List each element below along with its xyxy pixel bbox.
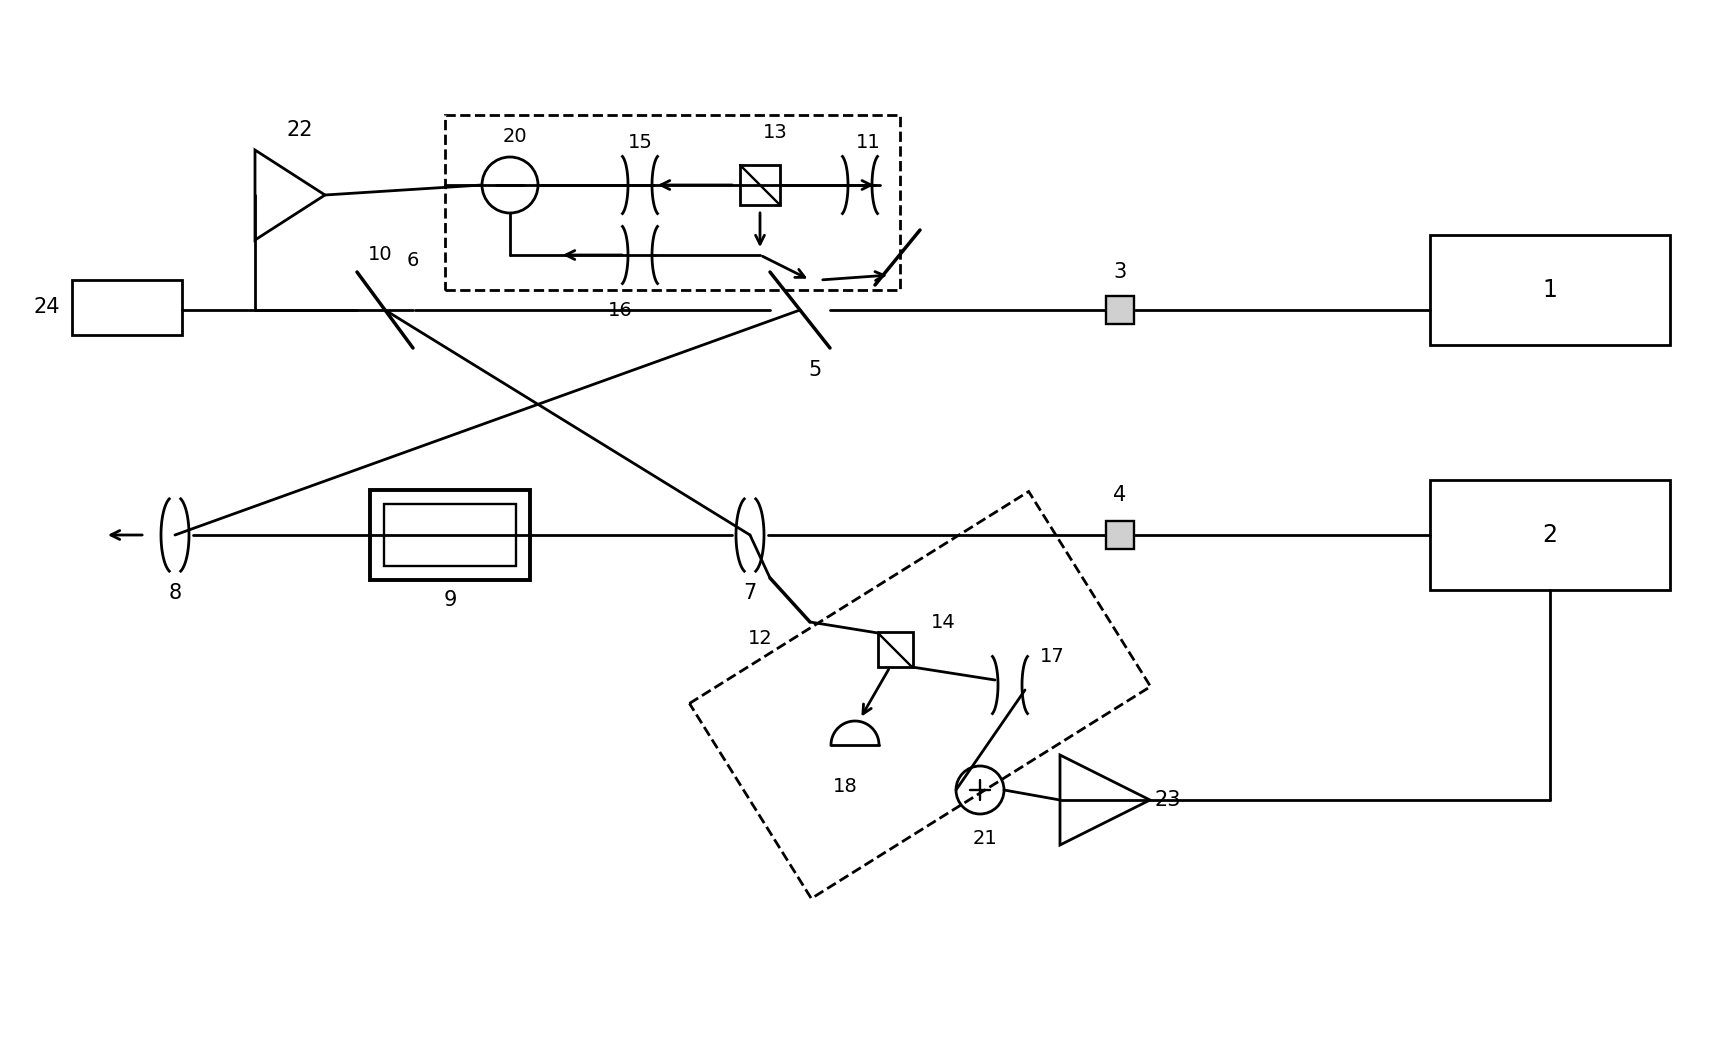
- Text: 24: 24: [34, 297, 60, 317]
- Bar: [1430, 480, 1670, 591]
- Text: 8: 8: [168, 583, 182, 603]
- Bar: [72, 280, 182, 335]
- Bar: [445, 115, 899, 290]
- Text: 15: 15: [627, 134, 653, 153]
- Text: 11: 11: [855, 134, 880, 153]
- Text: 2: 2: [1542, 524, 1557, 547]
- Text: 7: 7: [743, 583, 757, 603]
- Text: 23: 23: [1155, 790, 1182, 810]
- Text: 17: 17: [1040, 647, 1064, 667]
- Text: 16: 16: [608, 300, 632, 319]
- Text: 4: 4: [1113, 485, 1127, 505]
- Text: 6: 6: [406, 250, 420, 269]
- Bar: [1107, 521, 1134, 549]
- Bar: [1107, 296, 1134, 324]
- Bar: [879, 632, 913, 667]
- Text: 5: 5: [809, 360, 822, 380]
- Bar: [1430, 235, 1670, 346]
- Bar: [384, 504, 516, 566]
- Text: 10: 10: [368, 245, 392, 265]
- Text: 18: 18: [833, 778, 858, 797]
- Text: 20: 20: [502, 128, 528, 147]
- Text: 22: 22: [286, 120, 313, 140]
- Text: 1: 1: [1543, 279, 1557, 302]
- Bar: [740, 165, 779, 205]
- Text: 12: 12: [747, 628, 773, 647]
- Text: 13: 13: [762, 124, 788, 142]
- Text: 3: 3: [1113, 262, 1127, 282]
- Text: 9: 9: [444, 591, 457, 610]
- Text: 14: 14: [930, 612, 956, 631]
- Bar: [370, 490, 529, 580]
- Text: 21: 21: [973, 828, 997, 847]
